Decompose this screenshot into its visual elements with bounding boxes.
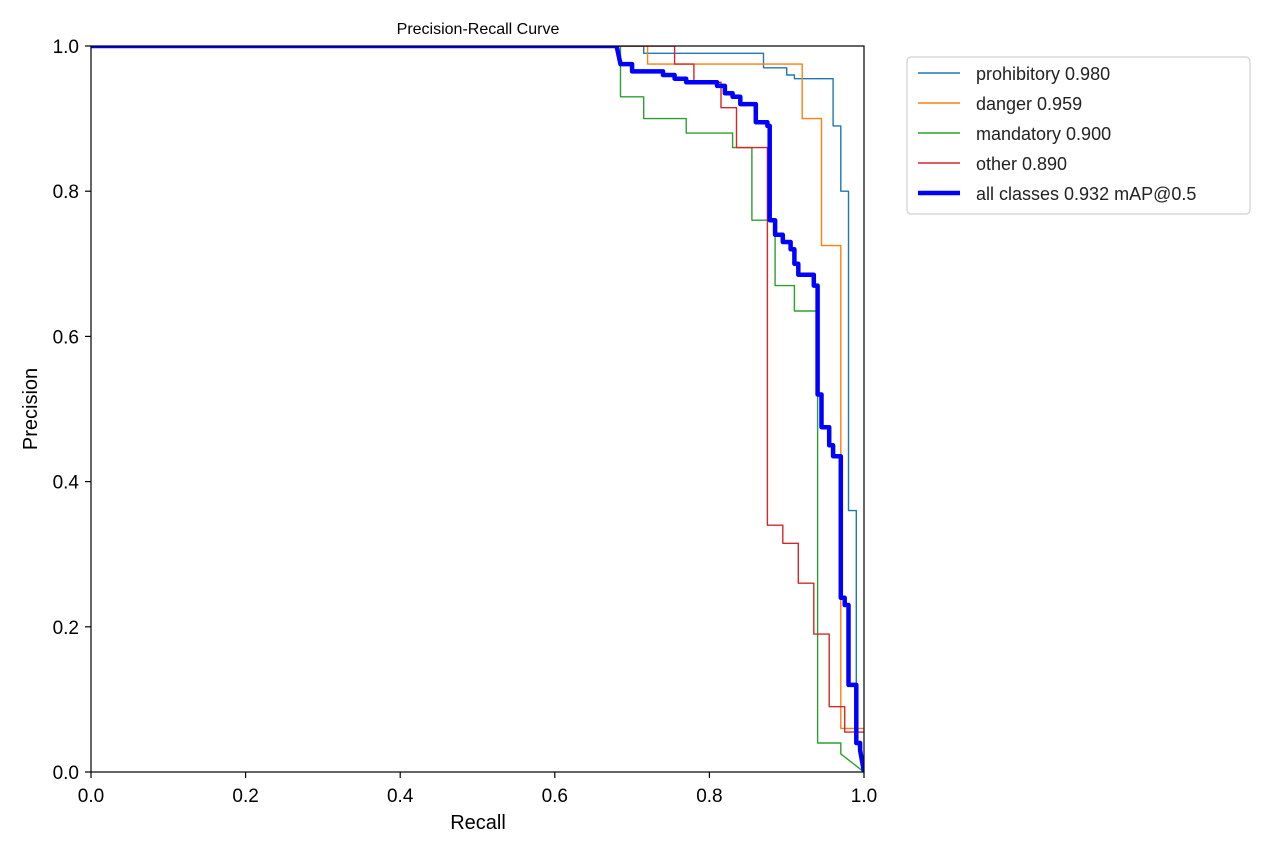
y-tick-label: 0.0 xyxy=(53,763,79,784)
legend-box xyxy=(906,56,1251,215)
y-axis-label: Precision xyxy=(20,368,42,450)
x-tick-label: 0.8 xyxy=(696,786,722,807)
x-axis: 0.0 0.2 0.4 0.6 0.8 1.0 xyxy=(78,772,877,807)
legend-label-4: all classes 0.932 mAP@0.5 xyxy=(976,184,1196,204)
series-line-2 xyxy=(91,46,864,772)
series-line-0 xyxy=(91,46,864,772)
y-tick-label: 0.8 xyxy=(53,182,79,203)
series-layer xyxy=(91,46,864,772)
legend-label-1: danger 0.959 xyxy=(976,94,1082,114)
y-tick-label: 1.0 xyxy=(53,37,79,58)
x-tick-label: 0.0 xyxy=(78,786,104,807)
legend: prohibitory 0.980 danger 0.959 mandatory 0… xyxy=(906,56,1251,215)
x-tick-label: 0.2 xyxy=(232,786,258,807)
y-axis: 0.0 0.2 0.4 0.6 0.8 1.0 xyxy=(53,37,91,784)
legend-label-3: other 0.890 xyxy=(976,154,1067,174)
plot-frame xyxy=(90,45,865,773)
series-line-3 xyxy=(91,46,864,733)
y-tick-label: 0.4 xyxy=(53,473,80,494)
y-tick-label: 0.2 xyxy=(53,618,79,639)
x-tick-label: 0.4 xyxy=(387,786,414,807)
x-axis-label: Recall xyxy=(450,812,506,834)
y-tick-label: 0.6 xyxy=(53,327,79,348)
series-line-4 xyxy=(91,46,864,772)
legend-label-2: mandatory 0.900 xyxy=(976,124,1111,144)
series-line-1 xyxy=(91,46,864,730)
legend-label-0: prohibitory 0.980 xyxy=(976,64,1110,84)
x-tick-label: 0.6 xyxy=(542,786,568,807)
x-tick-label: 1.0 xyxy=(851,786,877,807)
chart-title: Precision-Recall Curve xyxy=(397,21,560,38)
